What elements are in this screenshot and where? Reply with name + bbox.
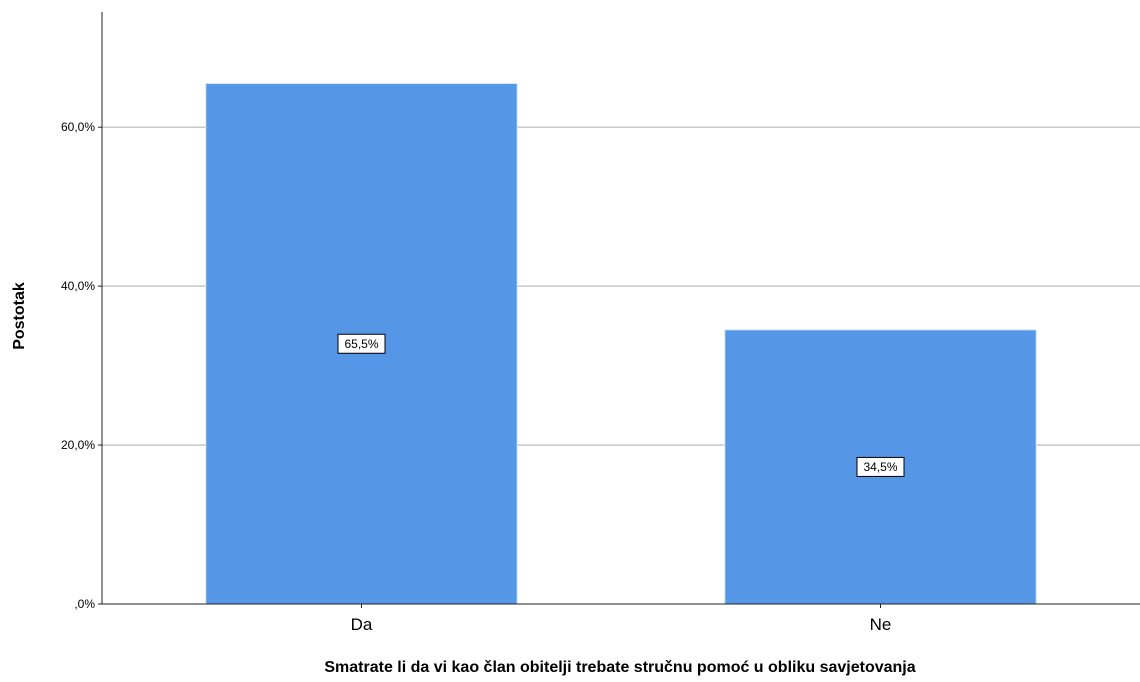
y-tick-label: 20,0% <box>61 438 95 452</box>
y-tick-labels: ,0% 20,0% 40,0% 60,0% <box>61 120 102 611</box>
data-labels: 65,5% 34,5% <box>337 333 905 477</box>
y-tick-label: 60,0% <box>61 120 95 134</box>
axes <box>101 12 1140 605</box>
y-tick-label: ,0% <box>74 597 95 611</box>
x-tick-label: Da <box>351 615 373 634</box>
data-label: 34,5% <box>863 460 897 474</box>
y-axis-title: Postotak <box>11 282 28 350</box>
x-axis-title: Smatrate li da vi kao član obitelji treb… <box>324 659 915 676</box>
x-tick-labels: Da Ne <box>351 604 892 634</box>
y-tick-label: 40,0% <box>61 279 95 293</box>
data-label-box <box>337 333 386 354</box>
data-label: 65,5% <box>344 337 378 351</box>
x-tick-label: Ne <box>870 615 892 634</box>
data-label-box <box>856 456 905 477</box>
bars <box>205 83 1037 605</box>
